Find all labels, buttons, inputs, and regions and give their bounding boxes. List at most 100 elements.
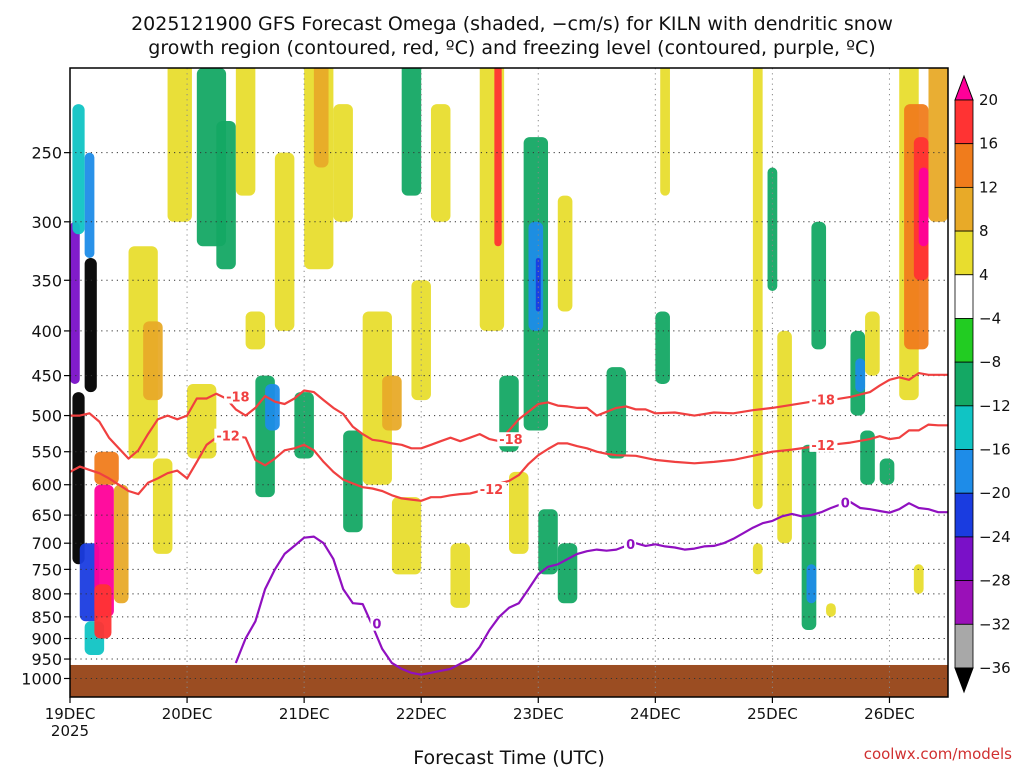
omega-patch bbox=[535, 257, 541, 312]
omega-patch bbox=[274, 152, 295, 331]
colorbar-label: −20 bbox=[979, 484, 1011, 502]
colorbar-label: 20 bbox=[979, 91, 998, 109]
omega-patch bbox=[826, 603, 836, 617]
omega-patch bbox=[879, 458, 895, 485]
omega-patch bbox=[913, 564, 924, 594]
omega-patch bbox=[557, 195, 573, 312]
dgz-minus18-label-bg bbox=[497, 432, 526, 447]
omega-patch bbox=[72, 392, 85, 565]
omega-patch bbox=[860, 430, 875, 485]
omega-patch bbox=[167, 68, 192, 222]
y-tick-label: 400 bbox=[31, 322, 62, 341]
y-tick-label: 300 bbox=[31, 213, 62, 232]
y-tick-label: 800 bbox=[31, 585, 62, 604]
colorbar-label: 4 bbox=[979, 266, 989, 284]
colorbar-label: −24 bbox=[979, 528, 1011, 546]
omega-patch bbox=[752, 68, 763, 510]
site-credit: coolwx.com/models bbox=[864, 745, 1012, 763]
x-axis-year: 2025 bbox=[51, 722, 89, 740]
omega-patch bbox=[382, 375, 402, 431]
omega-patch bbox=[811, 221, 827, 350]
omega-patch bbox=[509, 471, 529, 554]
dgz-minus18-label: -18 bbox=[226, 390, 250, 405]
omega-patch bbox=[152, 458, 173, 554]
omega-patch bbox=[777, 330, 792, 544]
omega-patch bbox=[865, 311, 880, 376]
dgz-minus18-line bbox=[70, 372, 948, 460]
colorbar-label: 12 bbox=[979, 178, 998, 196]
freezing-level-label-bg bbox=[838, 495, 851, 510]
x-tick-label: 20DEC bbox=[162, 705, 213, 723]
x-tick-label: 19DEC bbox=[45, 705, 96, 723]
colorbar-label: −4 bbox=[979, 309, 1001, 327]
dgz-minus12-label: -12 bbox=[480, 483, 504, 498]
x-axis-title: Forecast Time (UTC) bbox=[413, 747, 604, 768]
omega-patch bbox=[343, 430, 363, 533]
omega-patch bbox=[313, 68, 329, 168]
omega-patch bbox=[806, 564, 817, 604]
omega-patch bbox=[94, 584, 112, 639]
colorbar-swatch bbox=[954, 580, 974, 625]
omega-patch bbox=[660, 68, 670, 196]
dgz-minus12-label-bg bbox=[214, 428, 243, 443]
omega-patch bbox=[855, 358, 866, 393]
omega-patch bbox=[235, 68, 256, 196]
y-tick-label: 650 bbox=[31, 506, 62, 525]
omega-patch bbox=[294, 392, 314, 459]
omega-patch bbox=[84, 257, 97, 393]
omega-shading bbox=[70, 68, 948, 656]
omega-patch bbox=[143, 321, 163, 401]
omega-patch bbox=[918, 167, 929, 247]
omega-patch bbox=[606, 367, 627, 459]
omega-patch bbox=[494, 68, 502, 247]
omega-patch bbox=[94, 451, 119, 485]
x-tick-label: 23DEC bbox=[513, 705, 564, 723]
omega-patch bbox=[72, 104, 85, 235]
freezing-level-label: 0 bbox=[841, 496, 850, 511]
grid-lines bbox=[70, 68, 948, 697]
x-tick-label: 22DEC bbox=[396, 705, 447, 723]
colorbar-bottom-arrow bbox=[954, 667, 974, 694]
omega-patch bbox=[430, 104, 451, 222]
omega-patch bbox=[538, 509, 558, 575]
dgz-minus12-label: -12 bbox=[811, 439, 835, 454]
colorbar: 20 16 12 8 4 −4 −8 −12 −16 −20 −24 −28 −32 −36 bbox=[954, 74, 1011, 694]
x-tick-label: 24DEC bbox=[630, 705, 681, 723]
plot-frame bbox=[69, 67, 949, 698]
omega-patch bbox=[557, 543, 578, 604]
y-axis-ticks: 250 300 350 400 450 500 550 600 650 700 750 800 850 9… bbox=[21, 144, 70, 688]
colorbar-swatch bbox=[954, 274, 974, 319]
omega-patch bbox=[70, 221, 80, 384]
ground-terrain bbox=[70, 664, 948, 697]
chart-title-line2: growth region (contoured, red, ºC) and f… bbox=[148, 37, 875, 59]
y-tick-label: 350 bbox=[31, 271, 62, 290]
temperature-contours: -18 -18 -18 -12 -12 -12 0 0 0 bbox=[70, 372, 948, 676]
omega-patch bbox=[94, 484, 114, 617]
colorbar-swatch bbox=[954, 143, 974, 188]
dgz-minus12-line bbox=[70, 423, 948, 502]
y-tick-label: 550 bbox=[31, 443, 62, 462]
omega-patch bbox=[928, 68, 948, 222]
colorbar-label: −12 bbox=[979, 397, 1011, 415]
x-tick-label: 26DEC bbox=[864, 705, 915, 723]
omega-patch bbox=[401, 68, 422, 196]
colorbar-label: −8 bbox=[979, 353, 1001, 371]
freezing-level-label-bg bbox=[370, 616, 383, 631]
colorbar-label: −36 bbox=[979, 659, 1011, 677]
y-tick-label: 500 bbox=[31, 407, 62, 426]
y-tick-label: 600 bbox=[31, 476, 62, 495]
omega-patch bbox=[752, 543, 763, 575]
colorbar-swatch bbox=[954, 361, 974, 407]
omega-patch bbox=[450, 543, 470, 608]
x-axis-ticks: 19DEC 20DEC 21DEC 22DEC 23DEC 24DEC 25DEC 26DEC bbox=[45, 697, 915, 723]
y-tick-label: 1000 bbox=[21, 669, 62, 688]
dgz-minus18-label-bg bbox=[224, 389, 253, 404]
y-tick-label: 700 bbox=[31, 534, 62, 553]
dgz-minus12-label: -12 bbox=[216, 430, 240, 445]
omega-patch bbox=[391, 497, 422, 575]
colorbar-swatch bbox=[954, 405, 974, 450]
colorbar-swatch bbox=[954, 186, 974, 232]
dgz-minus18-label-bg bbox=[809, 392, 838, 407]
colorbar-swatch bbox=[954, 492, 974, 538]
